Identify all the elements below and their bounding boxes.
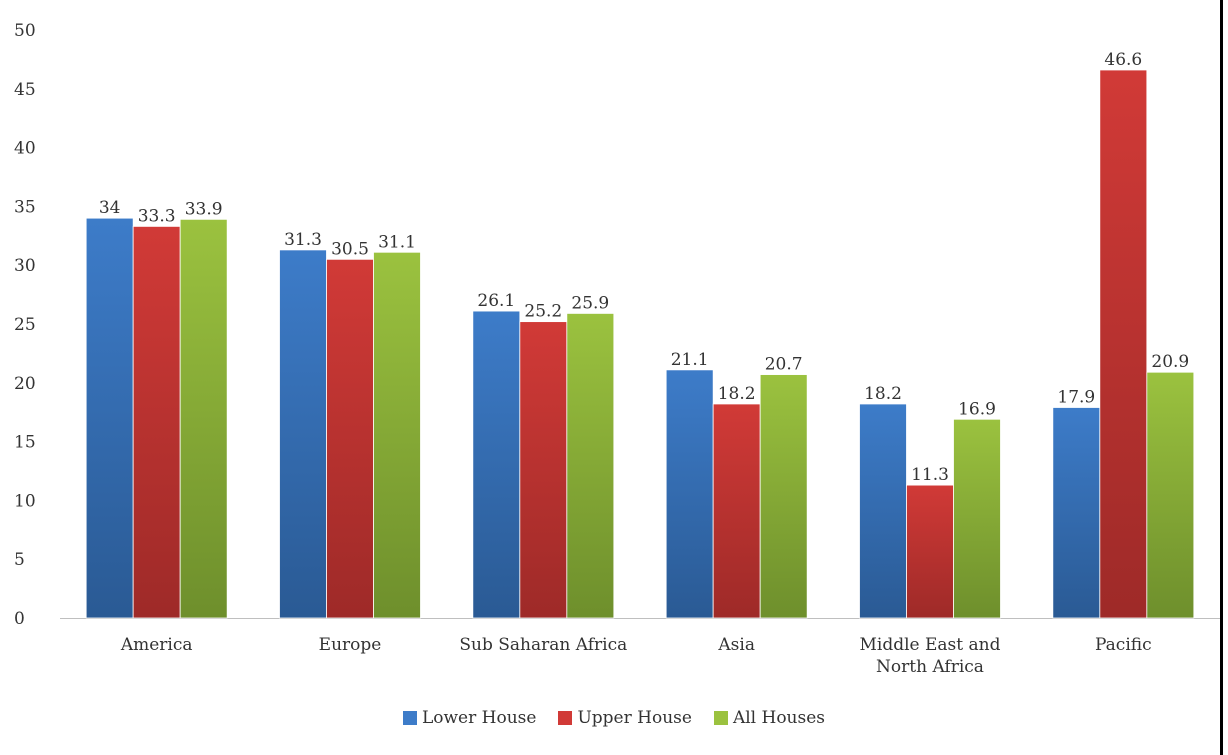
bar-upper-house-sub-saharan-africa xyxy=(519,321,568,619)
bar-lower-house-america xyxy=(85,217,134,619)
legend-label-lower-house: Lower House xyxy=(421,708,537,728)
data-label-all-houses-europe: 31.1 xyxy=(378,232,416,252)
data-label-all-houses-sub-saharan-africa: 25.9 xyxy=(571,293,609,313)
x-tick-label-middle-east-and-north-africa: Middle East and North Africa xyxy=(860,635,1001,677)
bar-all-houses-asia xyxy=(759,374,808,619)
y-tick-label: 35 xyxy=(14,197,36,217)
right-border xyxy=(1220,0,1223,755)
y-tick-label: 45 xyxy=(14,80,36,100)
data-label-lower-house-europe: 31.3 xyxy=(284,230,322,250)
bar-upper-house-pacific xyxy=(1099,69,1148,619)
bar-upper-house-asia xyxy=(712,403,761,619)
bar-all-houses-sub-saharan-africa xyxy=(566,313,615,619)
data-label-lower-house-middle-east-and-north-africa: 18.2 xyxy=(864,384,902,404)
y-tick-label: 10 xyxy=(14,491,36,511)
data-label-upper-house-middle-east-and-north-africa: 11.3 xyxy=(911,465,949,485)
x-tick-label-pacific: Pacific xyxy=(1095,635,1152,655)
y-tick-label: 30 xyxy=(14,256,36,276)
data-label-all-houses-middle-east-and-north-africa: 16.9 xyxy=(958,399,996,419)
data-label-all-houses-asia: 20.7 xyxy=(765,355,803,375)
data-label-lower-house-america: 34 xyxy=(99,198,121,218)
data-label-upper-house-pacific: 46.6 xyxy=(1104,50,1142,70)
legend-swatch-upper-house xyxy=(558,711,573,725)
legend-label-all-houses: All Houses xyxy=(732,708,826,728)
data-label-lower-house-asia: 21.1 xyxy=(671,350,709,370)
legend-item-all-houses: All Houses xyxy=(713,708,826,728)
y-tick-label: 15 xyxy=(14,433,36,453)
x-tick-label-asia: Asia xyxy=(717,635,755,655)
bar-lower-house-sub-saharan-africa xyxy=(472,310,521,619)
x-tick-label-america: America xyxy=(120,635,193,655)
data-label-lower-house-pacific: 17.9 xyxy=(1057,387,1095,407)
legend-item-lower-house: Lower House xyxy=(402,708,537,728)
bar-all-houses-europe xyxy=(373,251,421,619)
bar-lower-house-pacific xyxy=(1052,407,1101,619)
bar-upper-house-america xyxy=(132,225,181,619)
bar-chart-plot: 0 5 10 15 20 25 30 35 40 45 50 34 33.3 33.9 America 31.… xyxy=(14,21,1220,677)
legend-item-upper-house: Upper House xyxy=(558,708,692,728)
data-label-upper-house-europe: 30.5 xyxy=(331,239,369,259)
x-tick-label-europe: Europe xyxy=(319,635,382,655)
legend-swatch-lower-house xyxy=(402,711,417,725)
data-label-lower-house-sub-saharan-africa: 26.1 xyxy=(477,291,515,311)
bar-lower-house-middle-east-and-north-africa xyxy=(859,403,907,619)
data-label-upper-house-sub-saharan-africa: 25.2 xyxy=(524,302,562,322)
legend-swatch-all-houses xyxy=(713,711,728,725)
bar-all-houses-pacific xyxy=(1146,371,1195,619)
y-tick-label: 40 xyxy=(14,139,36,159)
y-tick-label: 50 xyxy=(14,21,36,41)
bar-all-houses-middle-east-and-north-africa xyxy=(953,418,1001,619)
bar-all-houses-america xyxy=(179,218,228,619)
y-tick-label: 25 xyxy=(14,315,36,335)
y-tick-label: 20 xyxy=(14,374,36,394)
bar-lower-house-asia xyxy=(665,369,714,619)
data-label-upper-house-america: 33.3 xyxy=(138,206,176,226)
data-label-upper-house-asia: 18.2 xyxy=(718,384,756,404)
legend-label-upper-house: Upper House xyxy=(577,708,692,728)
y-tick-label: 0 xyxy=(14,609,25,629)
bar-upper-house-middle-east-and-north-africa xyxy=(906,484,954,619)
data-label-all-houses-america: 33.9 xyxy=(185,199,223,219)
bar-lower-house-europe xyxy=(279,249,327,619)
legend: Lower House Upper House All Houses xyxy=(0,708,1228,728)
data-label-all-houses-pacific: 20.9 xyxy=(1151,352,1189,372)
x-tick-label-sub-saharan-africa: Sub Saharan Africa xyxy=(459,635,627,655)
bar-upper-house-europe xyxy=(326,258,374,619)
y-tick-label: 5 xyxy=(14,550,25,570)
